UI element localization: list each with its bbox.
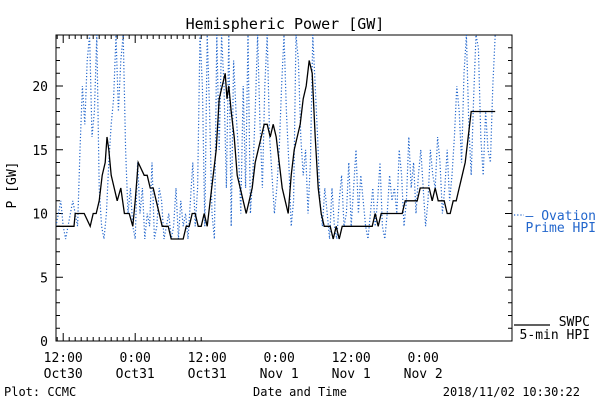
x-tick-date-label: Oct31	[116, 367, 155, 382]
chart-title: Hemispheric Power [GW]	[186, 15, 385, 33]
x-tick-date-label: Nov 1	[332, 367, 371, 382]
x-tick-label: 12:00	[188, 351, 227, 366]
y-tick-label: 15	[32, 144, 48, 159]
y-tick-label: 5	[40, 271, 48, 286]
timestamp: 2018/11/02 10:30:22	[443, 385, 580, 399]
y-tick-label: 20	[32, 80, 48, 95]
x-tick-label: 0:00	[264, 351, 295, 366]
ovation-legend-label: Prime HPI	[526, 221, 596, 236]
series-layer	[56, 35, 496, 240]
x-axis-label: Date and Time	[253, 385, 347, 399]
y-tick-label: 0	[40, 335, 48, 350]
x-tick-date-label: Nov 1	[260, 367, 299, 382]
plot-credit: Plot: CCMC	[4, 385, 76, 399]
x-tick-label: 0:00	[120, 351, 151, 366]
y-tick-label: 10	[32, 208, 48, 223]
x-tick-label: 0:00	[408, 351, 439, 366]
y-axis-label: P [GW]	[5, 162, 20, 209]
x-tick-date-label: Nov 2	[404, 367, 443, 382]
x-tick-date-label: Oct30	[44, 367, 83, 382]
plot-frame	[55, 34, 513, 342]
swpc-legend-label: 5-min HPI	[520, 328, 590, 343]
ovation-legend-label: – Ovation	[526, 209, 596, 224]
x-tick-label: 12:00	[332, 351, 371, 366]
swpc-series-line	[56, 60, 496, 240]
x-tick-label: 12:00	[44, 351, 83, 366]
y-axis: 0 5 10 15 20	[32, 34, 512, 350]
x-tick-date-label: Oct31	[188, 367, 227, 382]
swpc-legend-label: SWPC	[559, 315, 590, 330]
